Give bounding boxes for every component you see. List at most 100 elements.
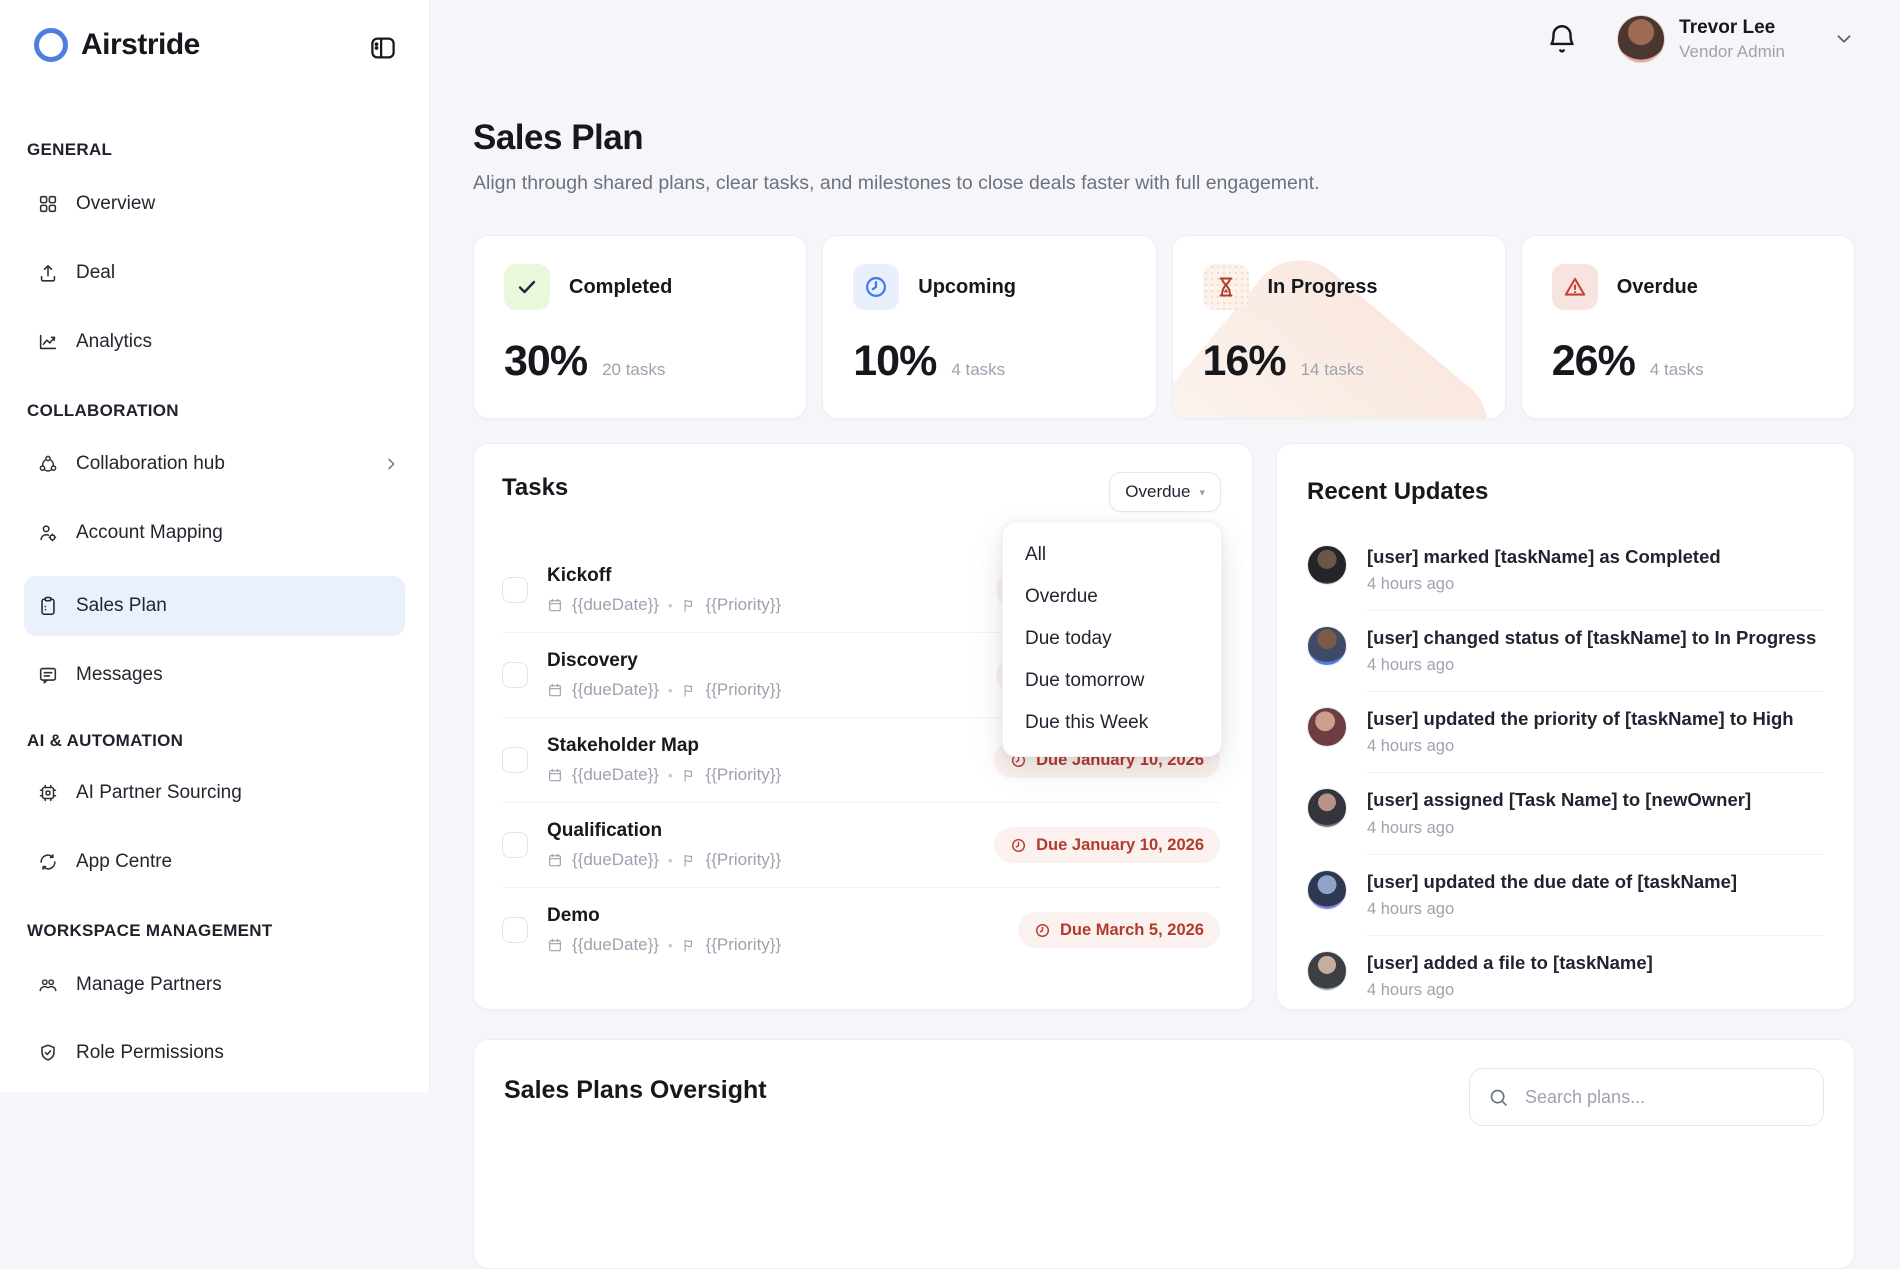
chat-icon [39, 667, 57, 684]
partners-icon [39, 979, 57, 992]
flag-icon [684, 599, 692, 612]
sidebar-item-label: Manage Partners [76, 974, 222, 995]
sidebar-item-account-mapping[interactable]: Account Mapping [24, 507, 405, 559]
update-time: 4 hours ago [1367, 575, 1455, 594]
stat-count: 20 tasks [602, 360, 666, 379]
update-row: [user] updated the due date of [taskName… [1307, 855, 1824, 936]
dropdown-item-all[interactable]: All [1025, 544, 1047, 565]
update-avatar [1307, 788, 1347, 829]
sidebar-item-label: Role Permissions [76, 1042, 224, 1063]
chevron-down-icon[interactable] [1833, 28, 1855, 50]
update-avatar [1307, 545, 1347, 585]
sidebar-item-messages[interactable]: Messages [24, 649, 405, 701]
flag-icon [684, 854, 692, 867]
shield-check-icon [41, 1044, 55, 1061]
sidebar-item-overview[interactable]: Overview [24, 178, 405, 230]
update-text: [user] assigned [Task Name] to [newOwner… [1367, 789, 1752, 811]
calendar-icon [549, 768, 561, 782]
sidebar-item-label: Account Mapping [76, 522, 223, 543]
dropdown-item-due-today[interactable]: Due today [1025, 628, 1112, 649]
plans-search-input[interactable] [1523, 1085, 1805, 1109]
task-meta: {{dueDate}} • {{Priority}} [547, 935, 781, 955]
sidebar-item-analytics[interactable]: Analytics [24, 316, 405, 368]
chart-icon [39, 334, 57, 350]
update-time: 4 hours ago [1367, 899, 1455, 918]
update-time: 4 hours ago [1367, 980, 1455, 999]
caret-down-icon: ▾ [1199, 486, 1205, 499]
sidebar-item-ai-partner-sourcing[interactable]: AI Partner Sourcing [24, 767, 405, 819]
stat-percent: 16% [1202, 337, 1287, 385]
tasks-panel: Tasks Overdue ▾ All Overdue Due today Du… [473, 443, 1253, 1010]
tasks-title: Tasks [502, 474, 569, 501]
sidebar-item-sales-plan[interactable]: Sales Plan [24, 576, 405, 636]
sidebar-item-manage-partners[interactable]: Manage Partners [24, 959, 405, 1011]
task-checkbox[interactable] [502, 662, 528, 688]
task-meta: {{dueDate}} • {{Priority}} [547, 850, 781, 870]
stat-count: 14 tasks [1300, 360, 1364, 379]
recent-updates-panel: Recent Updates [user] marked [taskName] … [1276, 443, 1855, 1010]
task-checkbox[interactable] [502, 832, 528, 858]
update-time: 4 hours ago [1367, 737, 1455, 756]
task-checkbox[interactable] [502, 577, 528, 603]
plans-search [1469, 1068, 1824, 1126]
header-user-row: Trevor Lee Vendor Admin [1545, 15, 1855, 63]
dropdown-item-due-tomorrow[interactable]: Due tomorrow [1025, 670, 1145, 691]
chevron-right-icon [388, 458, 395, 470]
warning-icon [1551, 264, 1598, 310]
brand-name: Airstride [81, 28, 200, 61]
content-columns: Tasks Overdue ▾ All Overdue Due today Du… [473, 443, 1855, 1010]
stat-label: Overdue [1616, 275, 1698, 298]
task-meta: {{dueDate}} • {{Priority}} [547, 765, 781, 785]
update-avatar [1307, 707, 1347, 748]
stat-count: 4 tasks [951, 360, 1006, 379]
dropdown-item-overdue[interactable]: Overdue [1025, 586, 1098, 607]
sidebar-section-general: GENERAL [27, 140, 113, 159]
calendar-icon [549, 938, 561, 952]
stat-percent: 26% [1551, 337, 1636, 385]
sidebar-item-collaboration-hub[interactable]: Collaboration hub [24, 438, 405, 490]
update-text: [user] updated the due date of [taskName… [1367, 870, 1738, 892]
update-text: [user] updated the priority of [taskName… [1367, 708, 1794, 730]
notifications-bell-icon[interactable] [1545, 22, 1579, 56]
upload-icon [40, 265, 56, 282]
clipboard-icon [41, 596, 55, 616]
user-role: Vendor Admin [1679, 41, 1785, 61]
sidebar-item-app-centre[interactable]: App Centre [24, 836, 405, 888]
due-clock-icon [1012, 838, 1026, 852]
task-name: Demo [547, 905, 600, 926]
task-name: Stakeholder Map [547, 735, 700, 756]
user-name: Trevor Lee [1679, 16, 1776, 38]
sidebar-item-label: Deal [76, 262, 116, 283]
task-checkbox[interactable] [502, 917, 528, 943]
task-name: Kickoff [547, 565, 612, 586]
dropdown-item-due-this-week[interactable]: Due this Week [1025, 712, 1149, 733]
sidebar-collapse-button[interactable] [365, 30, 401, 66]
sidebar-item-label: Collaboration hub [76, 453, 225, 474]
flag-icon [684, 769, 692, 782]
update-avatar [1307, 626, 1347, 667]
calendar-icon [549, 683, 561, 697]
task-name: Discovery [547, 650, 638, 671]
sidebar-item-label: Analytics [76, 331, 153, 352]
sidebar-item-deal[interactable]: Deal [24, 247, 405, 299]
sidebar-section-ai-automation: AI & AUTOMATION [27, 731, 184, 750]
user-gear-icon [40, 525, 57, 542]
search-icon [1490, 1089, 1507, 1106]
sidebar-section-collaboration: COLLABORATION [27, 401, 179, 420]
sidebar-item-role-permissions[interactable]: Role Permissions [24, 1027, 405, 1079]
stat-count: 4 tasks [1649, 360, 1704, 379]
update-text: [user] added a file to [taskName] [1367, 951, 1653, 973]
sync-icon [40, 854, 56, 870]
tasks-filter-button[interactable]: Overdue ▾ [1109, 472, 1221, 512]
sidebar-item-label: Overview [76, 193, 156, 214]
sidebar-item-label: App Centre [76, 851, 173, 872]
stat-percent: 30% [504, 337, 588, 385]
update-time: 4 hours ago [1367, 818, 1455, 837]
task-meta: {{dueDate}} • {{Priority}} [547, 595, 781, 615]
user-avatar[interactable] [1617, 15, 1666, 63]
people-hub-icon [39, 455, 57, 472]
task-name: Qualification [547, 820, 663, 841]
task-checkbox[interactable] [502, 747, 528, 773]
stat-label: In Progress [1267, 275, 1378, 298]
panel-left-icon [371, 37, 395, 59]
